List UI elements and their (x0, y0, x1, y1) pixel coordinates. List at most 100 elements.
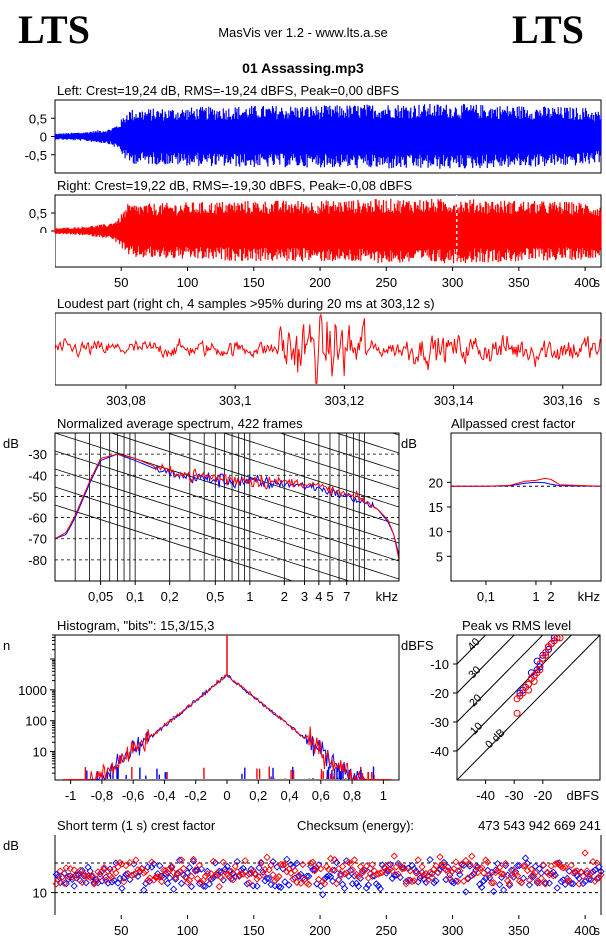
short-term-crest-point-right (267, 861, 275, 869)
peak-vs-rms-title: Peak vs RMS level (462, 618, 571, 633)
short-term-crest-point-right (545, 871, 553, 879)
short-term-crest-point-right (350, 856, 359, 864)
short-term-crest-point-right (88, 871, 96, 880)
peak-vs-rms-point-left (536, 663, 544, 671)
short-term-crest-point-right (376, 869, 384, 877)
short-term-crest-point-right (122, 862, 130, 870)
lts-logo-left: LTS (18, 7, 90, 52)
peak-vs-rms-ytick-label: -10 (430, 657, 449, 672)
short-term-crest-point-right (229, 876, 237, 884)
short-term-crest-point-right (394, 870, 402, 878)
short-term-crest-point-left (297, 870, 305, 879)
short-term-crest-point-left (191, 867, 200, 875)
short-term-crest-point-right (450, 865, 458, 873)
short-term-crest-point-left (223, 862, 231, 871)
short-term-crest-point-right (257, 859, 265, 867)
allpass-crest-ylabel: dB (401, 436, 417, 451)
right-waveform-ytick-label: 0,5 (29, 206, 47, 221)
short-term-crest-point-right (78, 878, 86, 886)
short-term-crest-point-right (167, 862, 176, 870)
short-term-crest-point-right (581, 849, 589, 857)
short-term-crest-point-left (80, 872, 88, 880)
short-term-crest-point-right (410, 877, 418, 885)
short-term-crest-point-right (277, 860, 285, 869)
histogram-xtick-label: 0,2 (249, 788, 267, 803)
short-term-crest-point-left (189, 857, 198, 865)
short-term-crest-point-right (490, 878, 498, 887)
short-term-crest-point-left (257, 858, 265, 867)
peak-vs-rms-point-right (536, 666, 544, 674)
short-term-crest-xtick-label: 200 (309, 923, 331, 938)
short-term-crest-point-right (362, 862, 371, 870)
short-term-crest-point-right (398, 865, 406, 873)
loudest-part-title: Loudest part (right ch, 4 samples >95% d… (57, 296, 435, 311)
short-term-crest-point-right (501, 859, 510, 868)
avg-spectrum-slope-line (166, 433, 399, 508)
short-term-crest-point-right (327, 854, 335, 863)
short-term-crest-point-left (374, 882, 382, 890)
short-term-crest-point-right (138, 864, 146, 872)
short-term-crest-point-left (207, 875, 216, 883)
short-term-crest-point-left (364, 881, 373, 889)
allpass-crest-ytick-label: 15 (429, 500, 443, 515)
short-term-crest-point-right (66, 865, 74, 873)
loudest-part-xtick-label: 303,16 (543, 393, 583, 408)
short-term-crest-point-right (100, 864, 108, 872)
short-term-crest-point-right (311, 867, 319, 875)
short-term-crest-point-left (432, 877, 440, 885)
short-term-crest-point-right (442, 866, 450, 874)
short-term-crest-point-right (523, 866, 532, 875)
short-term-crest-point-left (336, 870, 345, 878)
loudest-part-xtick-label: 303,14 (434, 393, 474, 408)
short-term-crest-point-left (249, 882, 257, 890)
right-waveform-xtick-label: 350 (508, 275, 530, 290)
short-term-crest-point-right (269, 871, 277, 879)
avg-spectrum-grid (55, 433, 399, 581)
peak-vs-rms-crest-label: 10 (468, 720, 485, 737)
short-term-crest-point-right (400, 864, 408, 872)
short-term-crest-point-right (561, 863, 569, 871)
short-term-crest-xtick-label: 150 (243, 923, 265, 938)
histogram-ylabel: n (3, 638, 10, 653)
short-term-crest-point-left (112, 859, 120, 867)
short-term-crest-point-left (54, 872, 62, 881)
short-term-crest-point-right (189, 855, 198, 864)
short-term-crest-point-right (466, 860, 474, 868)
avg-spectrum-slope-line (55, 486, 351, 581)
left-waveform-signal (54, 104, 602, 169)
short-term-crest-point-left (277, 883, 285, 891)
short-term-crest-point-left (325, 872, 333, 880)
short-term-crest-point-right (372, 870, 381, 879)
short-term-crest-point-right (261, 865, 269, 874)
right-waveform-xtick-label: 200 (309, 275, 331, 290)
short-term-crest-point-right (482, 856, 490, 864)
short-term-crest-point-left (183, 869, 192, 877)
short-term-crest-point-right (317, 865, 325, 873)
short-term-crest-point-right (458, 860, 466, 868)
right-waveform-xtick-label: 100 (177, 275, 199, 290)
short-term-crest-point-right (205, 874, 214, 882)
short-term-crest-point-right (436, 853, 444, 861)
short-term-crest-point-left (56, 878, 64, 887)
short-term-crest-point-right (177, 856, 186, 864)
short-term-crest-point-left (356, 874, 365, 882)
short-term-crest-point-right (551, 860, 559, 868)
short-term-crest-point-left (597, 867, 605, 876)
short-term-crest-xtick-label: 50 (114, 923, 128, 938)
avg-spectrum-ylabel: dB (3, 436, 19, 451)
short-term-crest-point-right (185, 876, 194, 885)
short-term-crest-point-left (503, 871, 512, 879)
short-term-crest-point-right (408, 877, 416, 886)
short-term-crest-point-right (187, 872, 196, 881)
short-term-crest-point-right (247, 869, 255, 877)
short-term-crest-point-right (476, 864, 484, 873)
short-term-crest-point-right (358, 869, 367, 877)
short-term-crest-point-right (148, 858, 156, 866)
short-term-crest-point-right (396, 861, 404, 870)
short-term-crest-point-left (591, 866, 599, 874)
peak-vs-rms-point-right (542, 651, 550, 659)
left-waveform-ytick-label: 0,5 (29, 111, 47, 126)
short-term-crest-point-right (370, 867, 379, 875)
peak-vs-rms-xtick-label: -20 (533, 788, 552, 803)
